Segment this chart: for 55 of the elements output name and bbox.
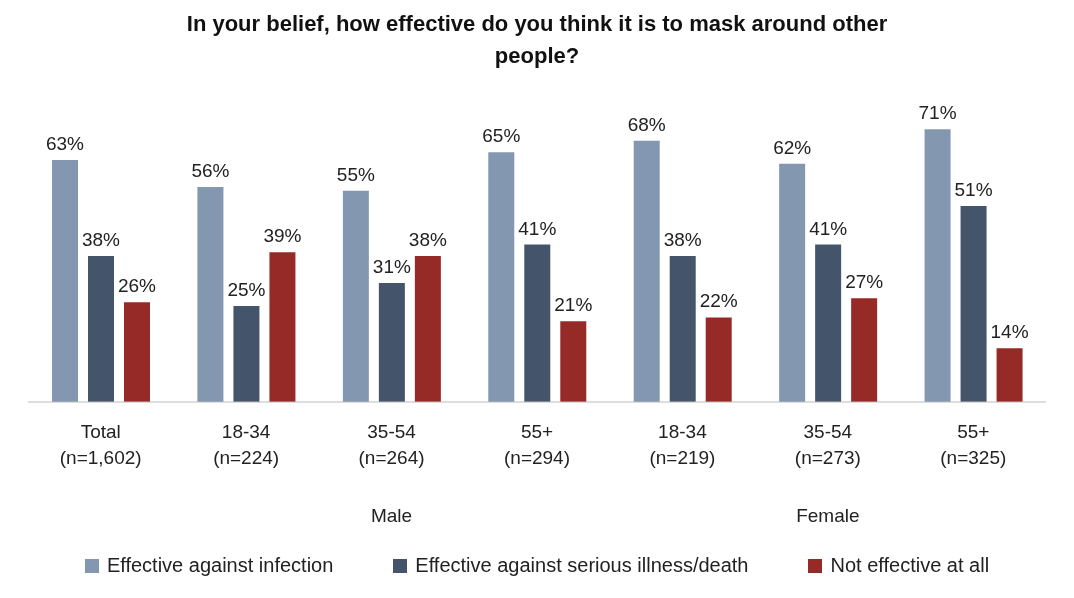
data-label: 22% bbox=[699, 290, 738, 312]
bar bbox=[197, 186, 224, 402]
data-label: 27% bbox=[845, 271, 884, 293]
data-label: 38% bbox=[81, 229, 121, 251]
bar bbox=[779, 163, 806, 402]
bar bbox=[560, 321, 587, 402]
bar bbox=[960, 206, 987, 402]
data-label: 31% bbox=[372, 255, 411, 277]
x-tick-label: 55+ (n=294) bbox=[503, 421, 571, 468]
data-label: 63% bbox=[45, 133, 85, 154]
x-tick-label: 18-34 (n=219) bbox=[649, 421, 716, 468]
data-label: 26% bbox=[117, 275, 157, 297]
data-label: 56% bbox=[191, 159, 230, 181]
bar bbox=[815, 244, 842, 402]
data-label: 14% bbox=[990, 321, 1029, 343]
bar bbox=[633, 140, 660, 402]
x-tick-label: 18-34 (n=224) bbox=[213, 421, 280, 468]
data-label: 65% bbox=[482, 125, 521, 147]
data-label: 51% bbox=[954, 179, 993, 201]
bar bbox=[342, 190, 369, 402]
data-label: 39% bbox=[263, 225, 302, 247]
x-tick-label: Total (n=1,602) bbox=[59, 421, 142, 468]
bar bbox=[378, 282, 405, 402]
data-label: 38% bbox=[408, 229, 447, 251]
text: Female bbox=[796, 505, 860, 526]
data-label: 71% bbox=[918, 102, 957, 124]
bar bbox=[669, 256, 696, 402]
data-label: 62% bbox=[773, 136, 812, 158]
legend-label: Effective against serious illness/death bbox=[414, 554, 749, 577]
x-tick-label: 35-54 (n=273) bbox=[794, 421, 861, 468]
bar bbox=[524, 244, 551, 402]
bar bbox=[233, 305, 260, 402]
data-label: 21% bbox=[554, 294, 593, 316]
bar bbox=[269, 252, 296, 402]
bar bbox=[924, 129, 951, 402]
bar bbox=[88, 256, 114, 402]
data-label: 41% bbox=[518, 217, 557, 239]
legend-label: Effective against infection bbox=[105, 554, 334, 577]
bar bbox=[705, 317, 732, 402]
bar bbox=[414, 256, 441, 402]
bar bbox=[851, 298, 878, 402]
data-label: 25% bbox=[227, 278, 266, 300]
bar bbox=[488, 152, 515, 402]
bar bbox=[52, 160, 78, 402]
chart-title: In your belief, how effective do you think it is to mask around other people? bbox=[185, 10, 889, 70]
data-label: 68% bbox=[627, 113, 666, 135]
data-label: 38% bbox=[663, 229, 702, 251]
x-tick-label: 35-54 (n=264) bbox=[358, 421, 425, 468]
legend-label: Not effective at all bbox=[829, 554, 990, 577]
x-tick-label: 55+ (n=325) bbox=[940, 421, 1007, 468]
data-label: 41% bbox=[809, 217, 848, 239]
data-label: 55% bbox=[336, 163, 375, 185]
text: Male bbox=[370, 505, 413, 526]
bar bbox=[996, 348, 1023, 402]
bar bbox=[124, 302, 150, 402]
